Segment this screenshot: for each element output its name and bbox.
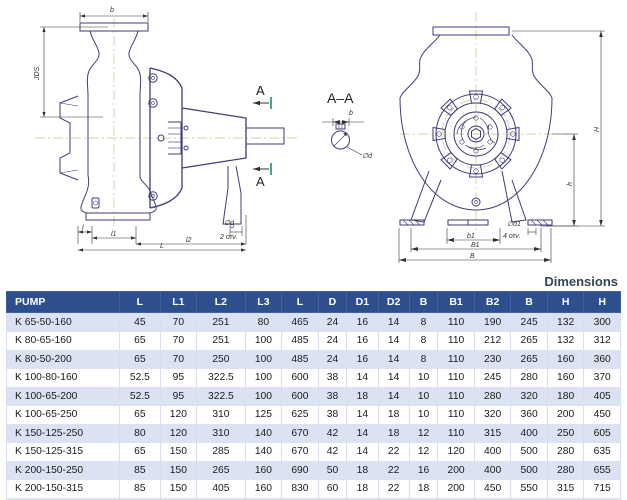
svg-text:A–A: A–A [327,90,354,106]
svg-text:b: b [110,7,114,14]
svg-text:4 οτν.: 4 οτν. [503,233,521,240]
svg-text:B1: B1 [471,242,480,249]
svg-text:b: b [349,110,353,117]
svg-text:∅d: ∅d [224,220,235,227]
svg-text:A: A [256,174,265,189]
svg-text:A: A [256,83,265,98]
svg-text:∅d1: ∅d1 [507,221,521,228]
svg-text:B: B [470,253,475,260]
svg-text:l1: l1 [111,231,117,238]
svg-text:l2: l2 [186,237,192,244]
svg-text:L: L [160,243,164,250]
svg-text:b1: b1 [467,233,475,240]
svg-text:∅d: ∅d [362,153,373,160]
svg-text:h: h [567,182,574,186]
svg-text:JDS: JDS [34,66,41,81]
svg-text:H: H [594,126,601,132]
svg-text:2 οτν.: 2 οτν. [219,234,238,241]
svg-text:l: l [82,225,84,232]
